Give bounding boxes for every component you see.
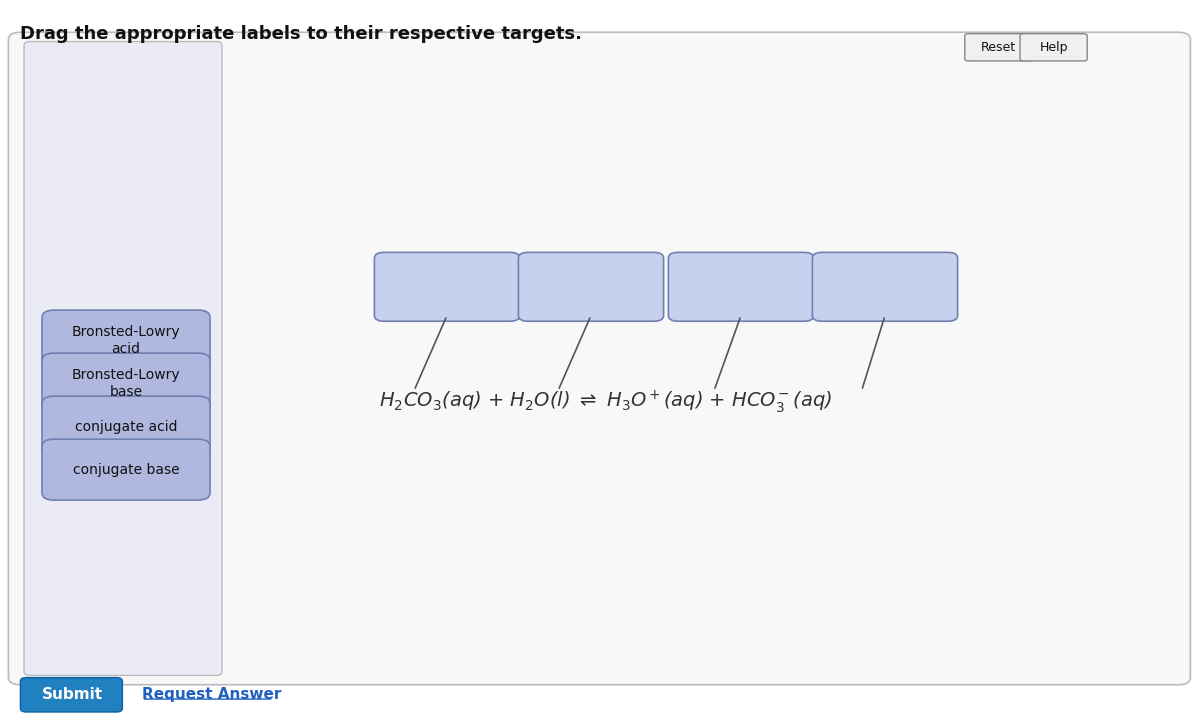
FancyBboxPatch shape [42,396,210,457]
Text: Submit: Submit [42,688,102,702]
Text: Request Answer: Request Answer [142,688,281,702]
Text: Reset: Reset [980,41,1016,54]
FancyBboxPatch shape [42,353,210,414]
Text: Drag the appropriate labels to their respective targets.: Drag the appropriate labels to their res… [20,25,582,43]
Text: Bronsted-Lowry
base: Bronsted-Lowry base [72,368,180,399]
Text: conjugate acid: conjugate acid [74,419,178,434]
FancyBboxPatch shape [812,252,958,321]
FancyBboxPatch shape [20,678,122,712]
Text: H$_2$CO$_3$($aq$) + H$_2$O($l$) $\rightleftharpoons$ H$_3$O$^+$($aq$) + HCO$_3^-: H$_2$CO$_3$($aq$) + H$_2$O($l$) $\rightl… [379,388,833,415]
FancyBboxPatch shape [965,34,1032,61]
FancyBboxPatch shape [42,310,210,371]
Text: Bronsted-Lowry
acid: Bronsted-Lowry acid [72,325,180,356]
FancyBboxPatch shape [1020,34,1087,61]
FancyBboxPatch shape [24,42,222,675]
FancyBboxPatch shape [42,439,210,500]
FancyBboxPatch shape [518,252,664,321]
FancyBboxPatch shape [8,32,1190,685]
Text: conjugate base: conjugate base [73,462,179,477]
FancyBboxPatch shape [668,252,814,321]
Text: Help: Help [1039,41,1068,54]
FancyBboxPatch shape [374,252,520,321]
